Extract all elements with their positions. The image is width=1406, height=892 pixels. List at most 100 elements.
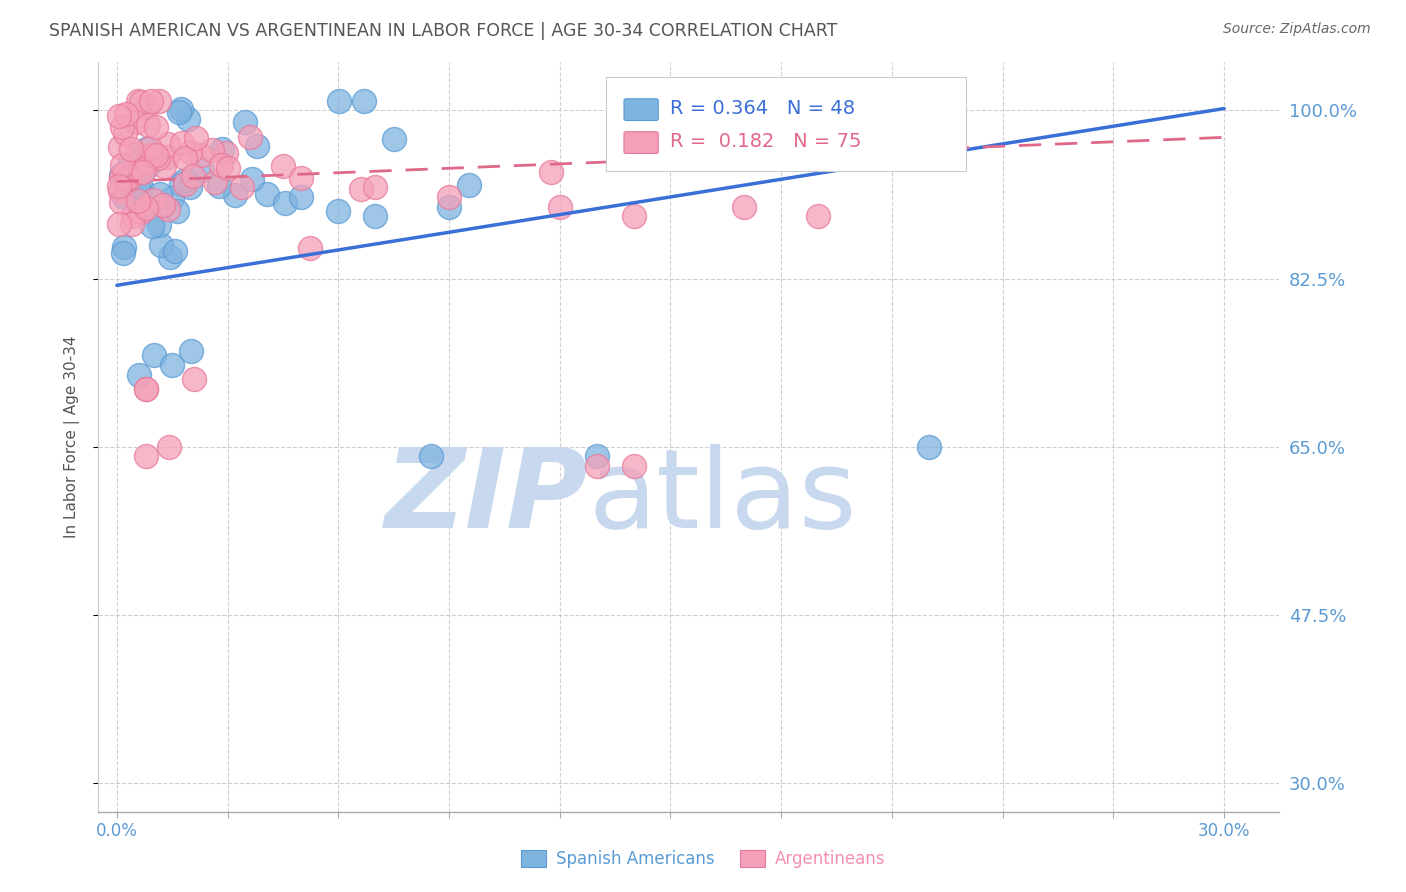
Point bbox=[208, 178, 231, 193]
Point bbox=[156, 150, 179, 164]
Point bbox=[240, 172, 263, 186]
Point bbox=[111, 158, 134, 172]
Point bbox=[328, 94, 350, 108]
Point bbox=[437, 190, 460, 204]
Point bbox=[183, 372, 205, 386]
Point bbox=[419, 450, 441, 464]
Point bbox=[167, 104, 190, 119]
Point bbox=[918, 440, 941, 454]
Y-axis label: In Labor Force | Age 30-34: In Labor Force | Age 30-34 bbox=[63, 335, 80, 539]
Point bbox=[110, 169, 132, 184]
Point bbox=[148, 219, 170, 233]
Text: R =  0.182   N = 75: R = 0.182 N = 75 bbox=[671, 132, 862, 151]
Point bbox=[115, 107, 138, 121]
Point bbox=[141, 94, 163, 108]
Point bbox=[118, 168, 141, 182]
Point bbox=[350, 182, 373, 196]
Point bbox=[173, 178, 195, 192]
Point bbox=[148, 94, 170, 108]
Point bbox=[135, 382, 157, 396]
Point bbox=[458, 178, 481, 193]
Point bbox=[165, 244, 187, 258]
Point bbox=[120, 157, 142, 171]
Point bbox=[217, 161, 239, 175]
Point bbox=[108, 178, 131, 193]
Point bbox=[177, 112, 200, 127]
Point bbox=[382, 132, 405, 146]
FancyBboxPatch shape bbox=[624, 132, 658, 153]
Point bbox=[623, 209, 645, 223]
Point bbox=[159, 250, 181, 264]
Point bbox=[136, 155, 159, 169]
Point bbox=[548, 200, 571, 214]
Point bbox=[129, 165, 152, 179]
Point bbox=[179, 145, 201, 159]
Point bbox=[135, 202, 157, 216]
Point bbox=[170, 102, 193, 116]
Point bbox=[145, 148, 167, 162]
Point bbox=[141, 148, 163, 162]
Point bbox=[128, 164, 150, 178]
FancyBboxPatch shape bbox=[606, 78, 966, 171]
Text: ZIP: ZIP bbox=[385, 443, 589, 550]
Point bbox=[142, 193, 165, 207]
Point bbox=[107, 109, 129, 123]
Point bbox=[111, 120, 134, 135]
Point bbox=[364, 209, 387, 223]
Point bbox=[170, 177, 193, 191]
Point bbox=[204, 175, 226, 189]
Point bbox=[120, 142, 142, 156]
Point bbox=[157, 136, 180, 151]
Point bbox=[125, 115, 148, 129]
Point bbox=[157, 202, 180, 216]
Point bbox=[233, 115, 256, 129]
Point bbox=[152, 198, 174, 212]
Point bbox=[129, 204, 152, 219]
Point bbox=[209, 158, 232, 172]
Point bbox=[145, 120, 167, 134]
Point bbox=[115, 171, 138, 186]
Point bbox=[121, 209, 143, 223]
Point bbox=[162, 358, 183, 372]
Point bbox=[201, 143, 224, 157]
Point bbox=[127, 147, 149, 161]
Point bbox=[166, 204, 188, 219]
Point bbox=[129, 95, 152, 109]
Point bbox=[108, 140, 131, 154]
Point bbox=[807, 209, 830, 223]
Point bbox=[141, 219, 163, 233]
Point bbox=[135, 382, 157, 396]
Point bbox=[353, 94, 375, 108]
Point bbox=[585, 450, 607, 464]
Point bbox=[162, 191, 184, 205]
Point bbox=[136, 159, 159, 173]
Point bbox=[127, 194, 149, 208]
Point bbox=[190, 163, 212, 178]
Point bbox=[540, 165, 562, 179]
Point bbox=[148, 151, 170, 165]
Text: R = 0.364   N = 48: R = 0.364 N = 48 bbox=[671, 99, 855, 118]
Point bbox=[112, 240, 135, 254]
Point bbox=[135, 142, 157, 156]
Point bbox=[231, 179, 253, 194]
Point bbox=[733, 200, 755, 214]
Point bbox=[215, 145, 238, 160]
Point bbox=[274, 196, 297, 211]
Point bbox=[127, 94, 149, 108]
Point bbox=[183, 169, 205, 184]
Point bbox=[150, 237, 173, 252]
Point bbox=[136, 119, 159, 133]
Point bbox=[112, 189, 135, 203]
Point bbox=[290, 190, 312, 204]
Point bbox=[127, 179, 149, 194]
Point bbox=[224, 188, 246, 202]
Text: atlas: atlas bbox=[589, 443, 858, 550]
Point bbox=[170, 136, 193, 150]
Point bbox=[239, 129, 262, 144]
Point bbox=[298, 241, 321, 255]
Point bbox=[437, 200, 460, 214]
Point bbox=[290, 170, 312, 185]
Point bbox=[135, 450, 157, 464]
Point bbox=[256, 187, 278, 202]
Point bbox=[585, 458, 607, 473]
